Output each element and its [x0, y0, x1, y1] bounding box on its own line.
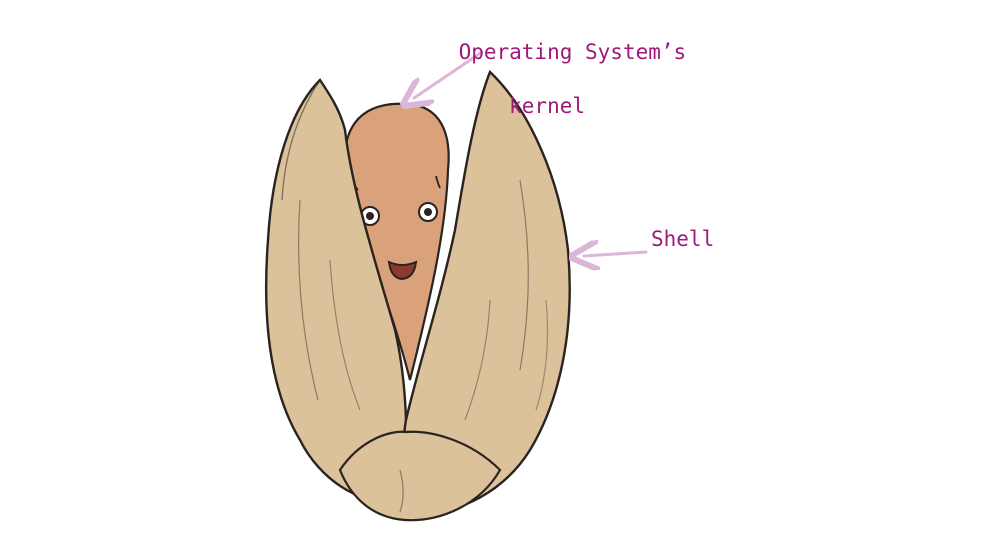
kernel-eye-right-icon — [418, 202, 438, 222]
kernel-label-line1: Operating System’s — [458, 40, 687, 64]
kernel-label: Operating System’s kernel — [408, 12, 687, 174]
kernel-mouth-icon — [387, 260, 418, 281]
pistachio-shell-icon — [264, 69, 571, 522]
kernel-label-line2: kernel — [509, 94, 585, 118]
kernel-arrow — [414, 50, 484, 98]
shell-label: Shell — [651, 227, 715, 251]
shell-arrow — [584, 252, 648, 256]
